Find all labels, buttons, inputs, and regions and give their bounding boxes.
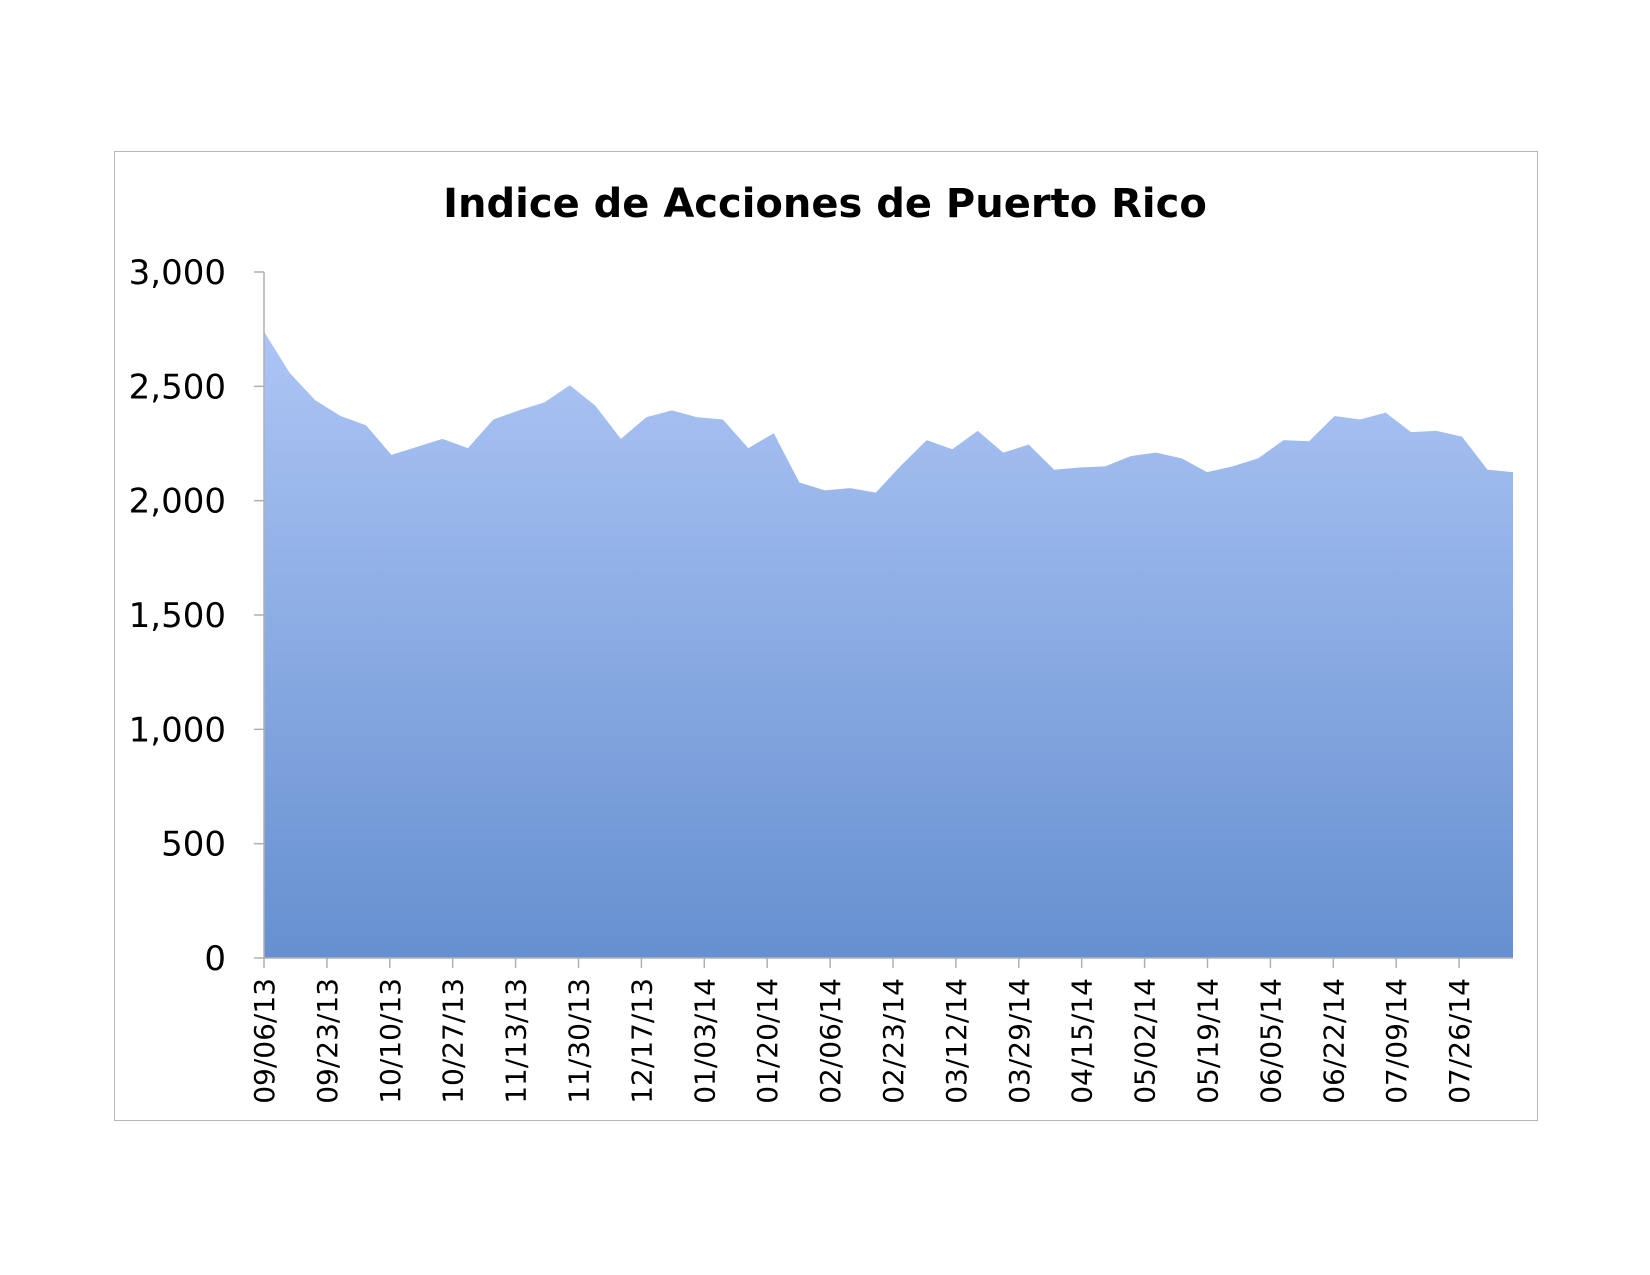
area-series — [264, 331, 1513, 958]
y-tick-label: 0 — [204, 939, 226, 979]
x-tick-label: 05/02/14 — [1129, 978, 1162, 1104]
y-axis-ticks: 0 500 1,000 1,500 2,000 2,500 3,000 — [129, 253, 264, 979]
x-tick-label: 03/12/14 — [940, 978, 973, 1104]
x-tick-label: 09/23/13 — [311, 978, 344, 1104]
x-tick-label: 07/09/14 — [1380, 978, 1413, 1104]
y-tick-label: 3,000 — [129, 253, 226, 293]
x-tick-label: 07/26/14 — [1443, 978, 1476, 1104]
x-tick-label: 03/29/14 — [1003, 978, 1036, 1104]
y-tick-label: 2,000 — [129, 482, 226, 522]
x-tick-label: 11/13/13 — [500, 978, 533, 1104]
y-tick-label: 1,000 — [129, 710, 226, 750]
x-tick-label: 05/19/14 — [1192, 978, 1225, 1104]
x-tick-label: 04/15/14 — [1066, 978, 1099, 1104]
x-axis-ticks: 09/06/13 09/23/13 10/10/13 10/27/13 11/13/13… — [248, 958, 1476, 1104]
x-tick-label: 06/22/14 — [1317, 978, 1350, 1104]
x-tick-label: 11/30/13 — [563, 978, 596, 1104]
x-tick-label: 09/06/13 — [248, 978, 281, 1104]
plot-area — [264, 331, 1513, 958]
x-tick-label: 12/17/13 — [625, 978, 658, 1104]
x-tick-label: 06/05/14 — [1254, 978, 1287, 1104]
x-tick-label: 01/03/14 — [688, 978, 721, 1104]
x-tick-label: 02/06/14 — [814, 978, 847, 1104]
y-tick-label: 1,500 — [129, 596, 226, 636]
x-tick-label: 02/23/14 — [877, 978, 910, 1104]
chart-title: Indice de Acciones de Puerto Rico — [443, 181, 1207, 227]
y-tick-label: 2,500 — [129, 367, 226, 407]
x-tick-label: 10/27/13 — [437, 978, 470, 1104]
x-tick-label: 10/10/13 — [374, 978, 407, 1104]
y-tick-label: 500 — [161, 825, 226, 865]
x-tick-label: 01/20/14 — [751, 978, 784, 1104]
